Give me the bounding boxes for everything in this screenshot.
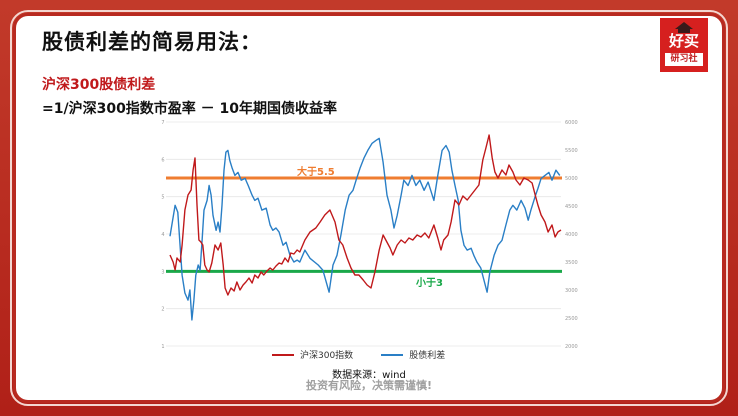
left-axis-tick: 2 bbox=[161, 307, 164, 313]
right-axis-tick: 3500 bbox=[565, 260, 578, 266]
left-axis-tick: 1 bbox=[161, 344, 164, 350]
right-axis-tick: 3000 bbox=[565, 288, 578, 294]
risk-disclaimer: 投资有风险，决策需谨慎! bbox=[305, 379, 433, 392]
frame-inner-border bbox=[13, 13, 725, 403]
graduation-cap-base-icon bbox=[678, 29, 690, 33]
left-axis-tick: 6 bbox=[161, 157, 164, 163]
slide-title: 股债利差的简易用法： bbox=[42, 30, 262, 54]
slide-canvas: 股债利差的简易用法： 沪深300股债利差 =1/沪深300指数市盈率 － 10年… bbox=[16, 16, 722, 400]
right-axis-tick: 2000 bbox=[565, 344, 578, 350]
right-axis-ticks: 2000 2500 3000 3500 4000 4500 5000 5500 6000 bbox=[565, 120, 578, 350]
formula-text: =1/沪深300指数市盈率 － 10年期国债收益率 bbox=[42, 101, 338, 117]
lower-threshold-label: 小于3 bbox=[416, 278, 443, 290]
right-axis-tick: 5000 bbox=[565, 176, 578, 182]
left-axis-tick: 3 bbox=[161, 269, 164, 275]
left-axis-ticks: 1 2 3 4 5 6 7 bbox=[161, 120, 164, 350]
logo-tag-text: 研习社 bbox=[665, 53, 703, 66]
right-axis-tick: 5500 bbox=[565, 148, 578, 154]
left-axis-tick: 7 bbox=[161, 120, 164, 126]
chart-series bbox=[169, 134, 562, 321]
spread-series-line bbox=[169, 137, 561, 321]
frame-inner-line bbox=[10, 10, 728, 406]
threshold-lines bbox=[166, 176, 562, 273]
legend-item-index: 沪深300指数 bbox=[272, 348, 353, 361]
right-axis-tick: 4000 bbox=[565, 232, 578, 238]
chart-legend: 沪深300指数 股债利差 bbox=[272, 348, 473, 361]
upper-threshold-label: 大于5.5 bbox=[297, 167, 335, 178]
left-axis-tick: 5 bbox=[161, 195, 164, 201]
left-axis-tick: 4 bbox=[161, 232, 164, 238]
legend-swatch-spread bbox=[381, 353, 404, 356]
graduation-cap-icon bbox=[675, 22, 693, 29]
legend-item-spread: 股债利差 bbox=[381, 348, 445, 361]
index-series-line bbox=[169, 134, 562, 296]
legend-label-spread: 股债利差 bbox=[409, 351, 446, 361]
right-axis-tick: 2500 bbox=[565, 316, 578, 322]
right-axis-tick: 6000 bbox=[565, 120, 578, 126]
slide-subtitle: 沪深300股债利差 bbox=[42, 77, 156, 93]
brand-logo: 好买 研习社 bbox=[660, 18, 708, 72]
legend-label-index: 沪深300指数 bbox=[300, 351, 354, 361]
legend-swatch-index bbox=[272, 353, 294, 356]
right-axis-tick: 4500 bbox=[565, 204, 578, 210]
data-source: 数据来源：wind bbox=[332, 370, 406, 381]
logo-brand-text: 好买 bbox=[668, 32, 699, 50]
